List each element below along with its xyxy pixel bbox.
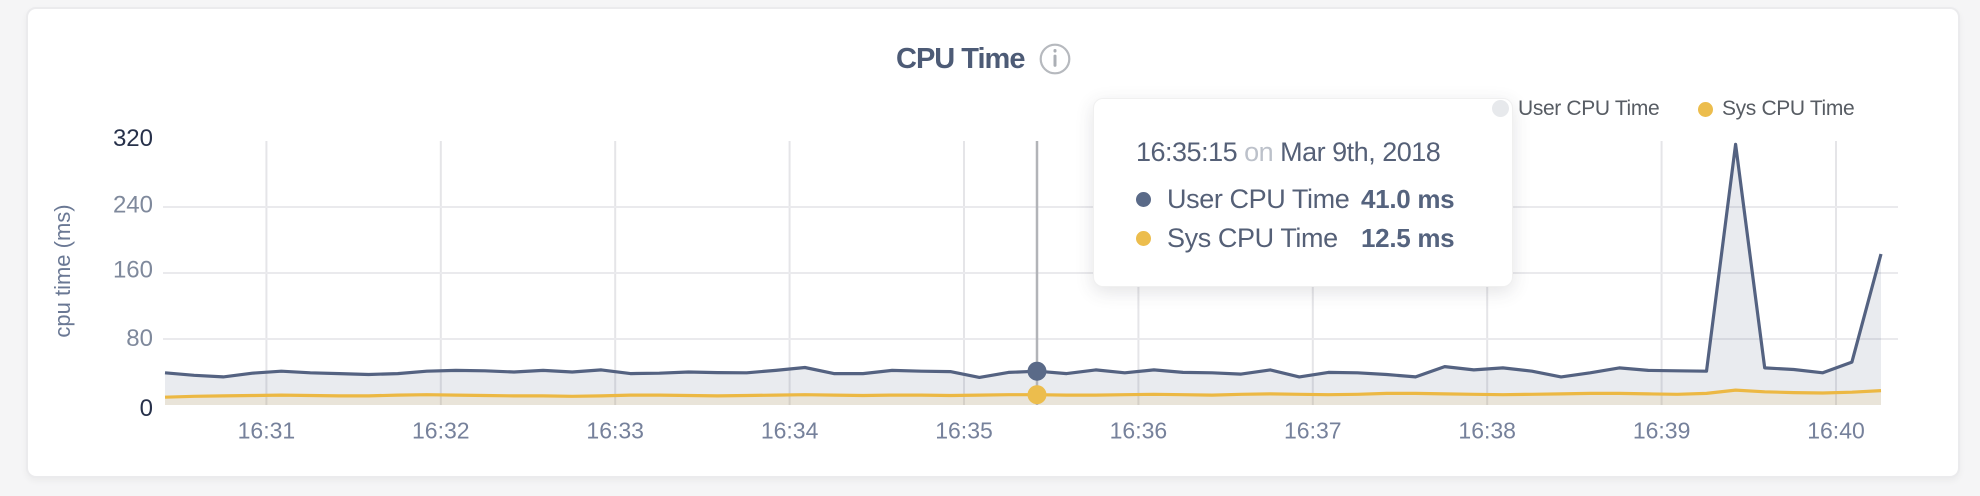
svg-text:cpu time (ms): cpu time (ms) [50, 204, 75, 337]
svg-text:16:37: 16:37 [1284, 418, 1342, 444]
svg-text:16:31: 16:31 [238, 418, 296, 444]
svg-text:80: 80 [126, 325, 153, 352]
svg-text:16:34: 16:34 [761, 418, 819, 444]
svg-text:160: 160 [113, 257, 153, 284]
svg-text:16:39: 16:39 [1633, 418, 1691, 444]
svg-text:16:35: 16:35 [935, 418, 993, 444]
svg-text:16:33: 16:33 [586, 418, 644, 444]
svg-text:16:32: 16:32 [412, 418, 470, 444]
svg-text:240: 240 [113, 192, 153, 219]
svg-text:320: 320 [113, 125, 153, 152]
svg-text:0: 0 [140, 395, 153, 422]
svg-text:16:40: 16:40 [1807, 418, 1865, 444]
svg-text:16:36: 16:36 [1110, 418, 1168, 444]
svg-text:16:38: 16:38 [1458, 418, 1516, 444]
